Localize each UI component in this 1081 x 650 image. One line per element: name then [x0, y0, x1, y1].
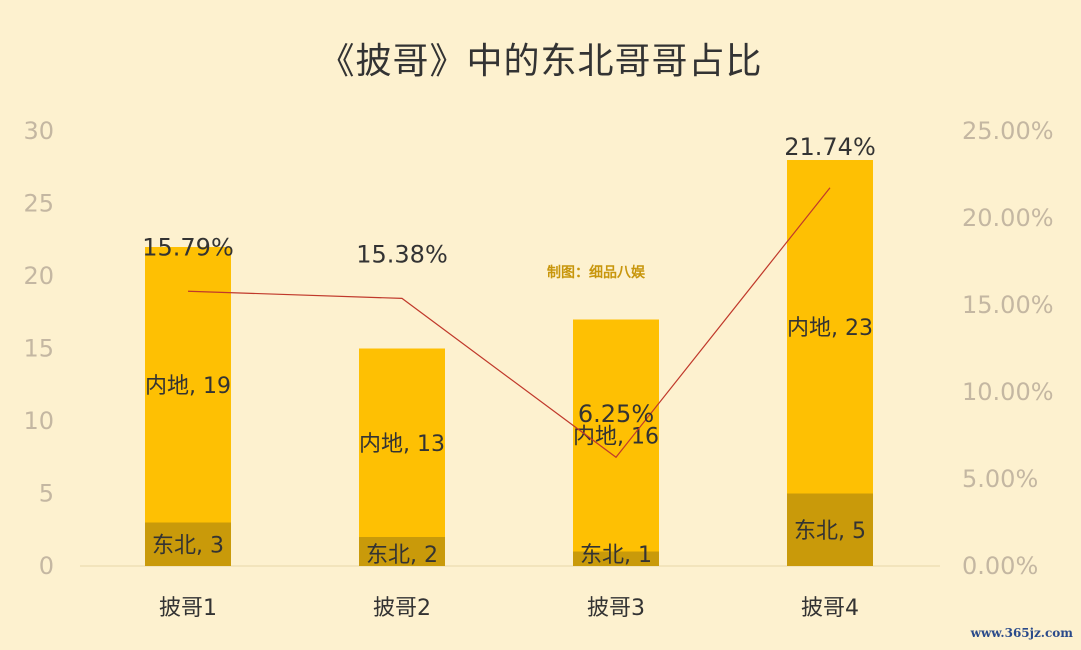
left-axis-tick-3: 15	[23, 335, 54, 363]
right-axis-tick-2: 10.00%	[962, 378, 1054, 406]
bar-东北-3	[573, 551, 659, 566]
left-axis-tick-1: 5	[39, 480, 54, 508]
chart-title: 《披哥》中的东北哥哥占比	[318, 41, 763, 82]
left-axis-tick-2: 10	[23, 407, 54, 435]
x-axis-tick-1: 披哥1	[159, 596, 217, 621]
line-label-1: 15.79%	[142, 233, 234, 261]
right-axis-tick-0: 0.00%	[962, 552, 1038, 580]
data-label-内地-2: 内地, 13	[359, 432, 445, 457]
watermark: www.365jz.com	[970, 626, 1073, 640]
left-axis-tick-4: 20	[23, 262, 54, 290]
line-label-4: 21.74%	[784, 133, 876, 161]
bar-东北-4	[787, 493, 873, 566]
x-axis-tick-2: 披哥2	[373, 596, 431, 621]
line-label-2: 15.38%	[356, 240, 448, 268]
right-axis-tick-1: 5.00%	[962, 465, 1038, 493]
left-axis-tick-5: 25	[23, 190, 54, 218]
data-label-东北-4: 东北, 5	[794, 519, 866, 544]
bar-东北-2	[359, 537, 445, 566]
bar-内地-2	[359, 348, 445, 537]
chart-credit: 制图：细品八娱	[547, 264, 646, 281]
line-series	[187, 187, 831, 459]
bar-内地-1	[145, 247, 231, 523]
x-axis-tick-4: 披哥4	[801, 596, 859, 621]
bar-内地-4	[787, 160, 873, 494]
data-label-东北-3: 东北, 1	[580, 543, 652, 568]
right-axis-tick-3: 15.00%	[962, 291, 1054, 319]
data-label-内地-3: 内地, 16	[573, 425, 659, 450]
right-axis-tick-4: 20.00%	[962, 204, 1054, 232]
data-label-东北-2: 东北, 2	[366, 543, 438, 568]
bar-东北-1	[145, 522, 231, 566]
line-label-3: 6.25%	[578, 400, 654, 428]
x-axis-tick-3: 披哥3	[587, 596, 645, 621]
data-label-东北-1: 东北, 3	[152, 533, 224, 558]
left-axis-tick-0: 0	[39, 552, 54, 580]
right-axis-tick-5: 25.00%	[962, 117, 1054, 145]
data-label-内地-1: 内地, 19	[145, 374, 231, 399]
data-label-内地-4: 内地, 23	[787, 316, 873, 341]
left-axis-tick-6: 30	[23, 117, 54, 145]
